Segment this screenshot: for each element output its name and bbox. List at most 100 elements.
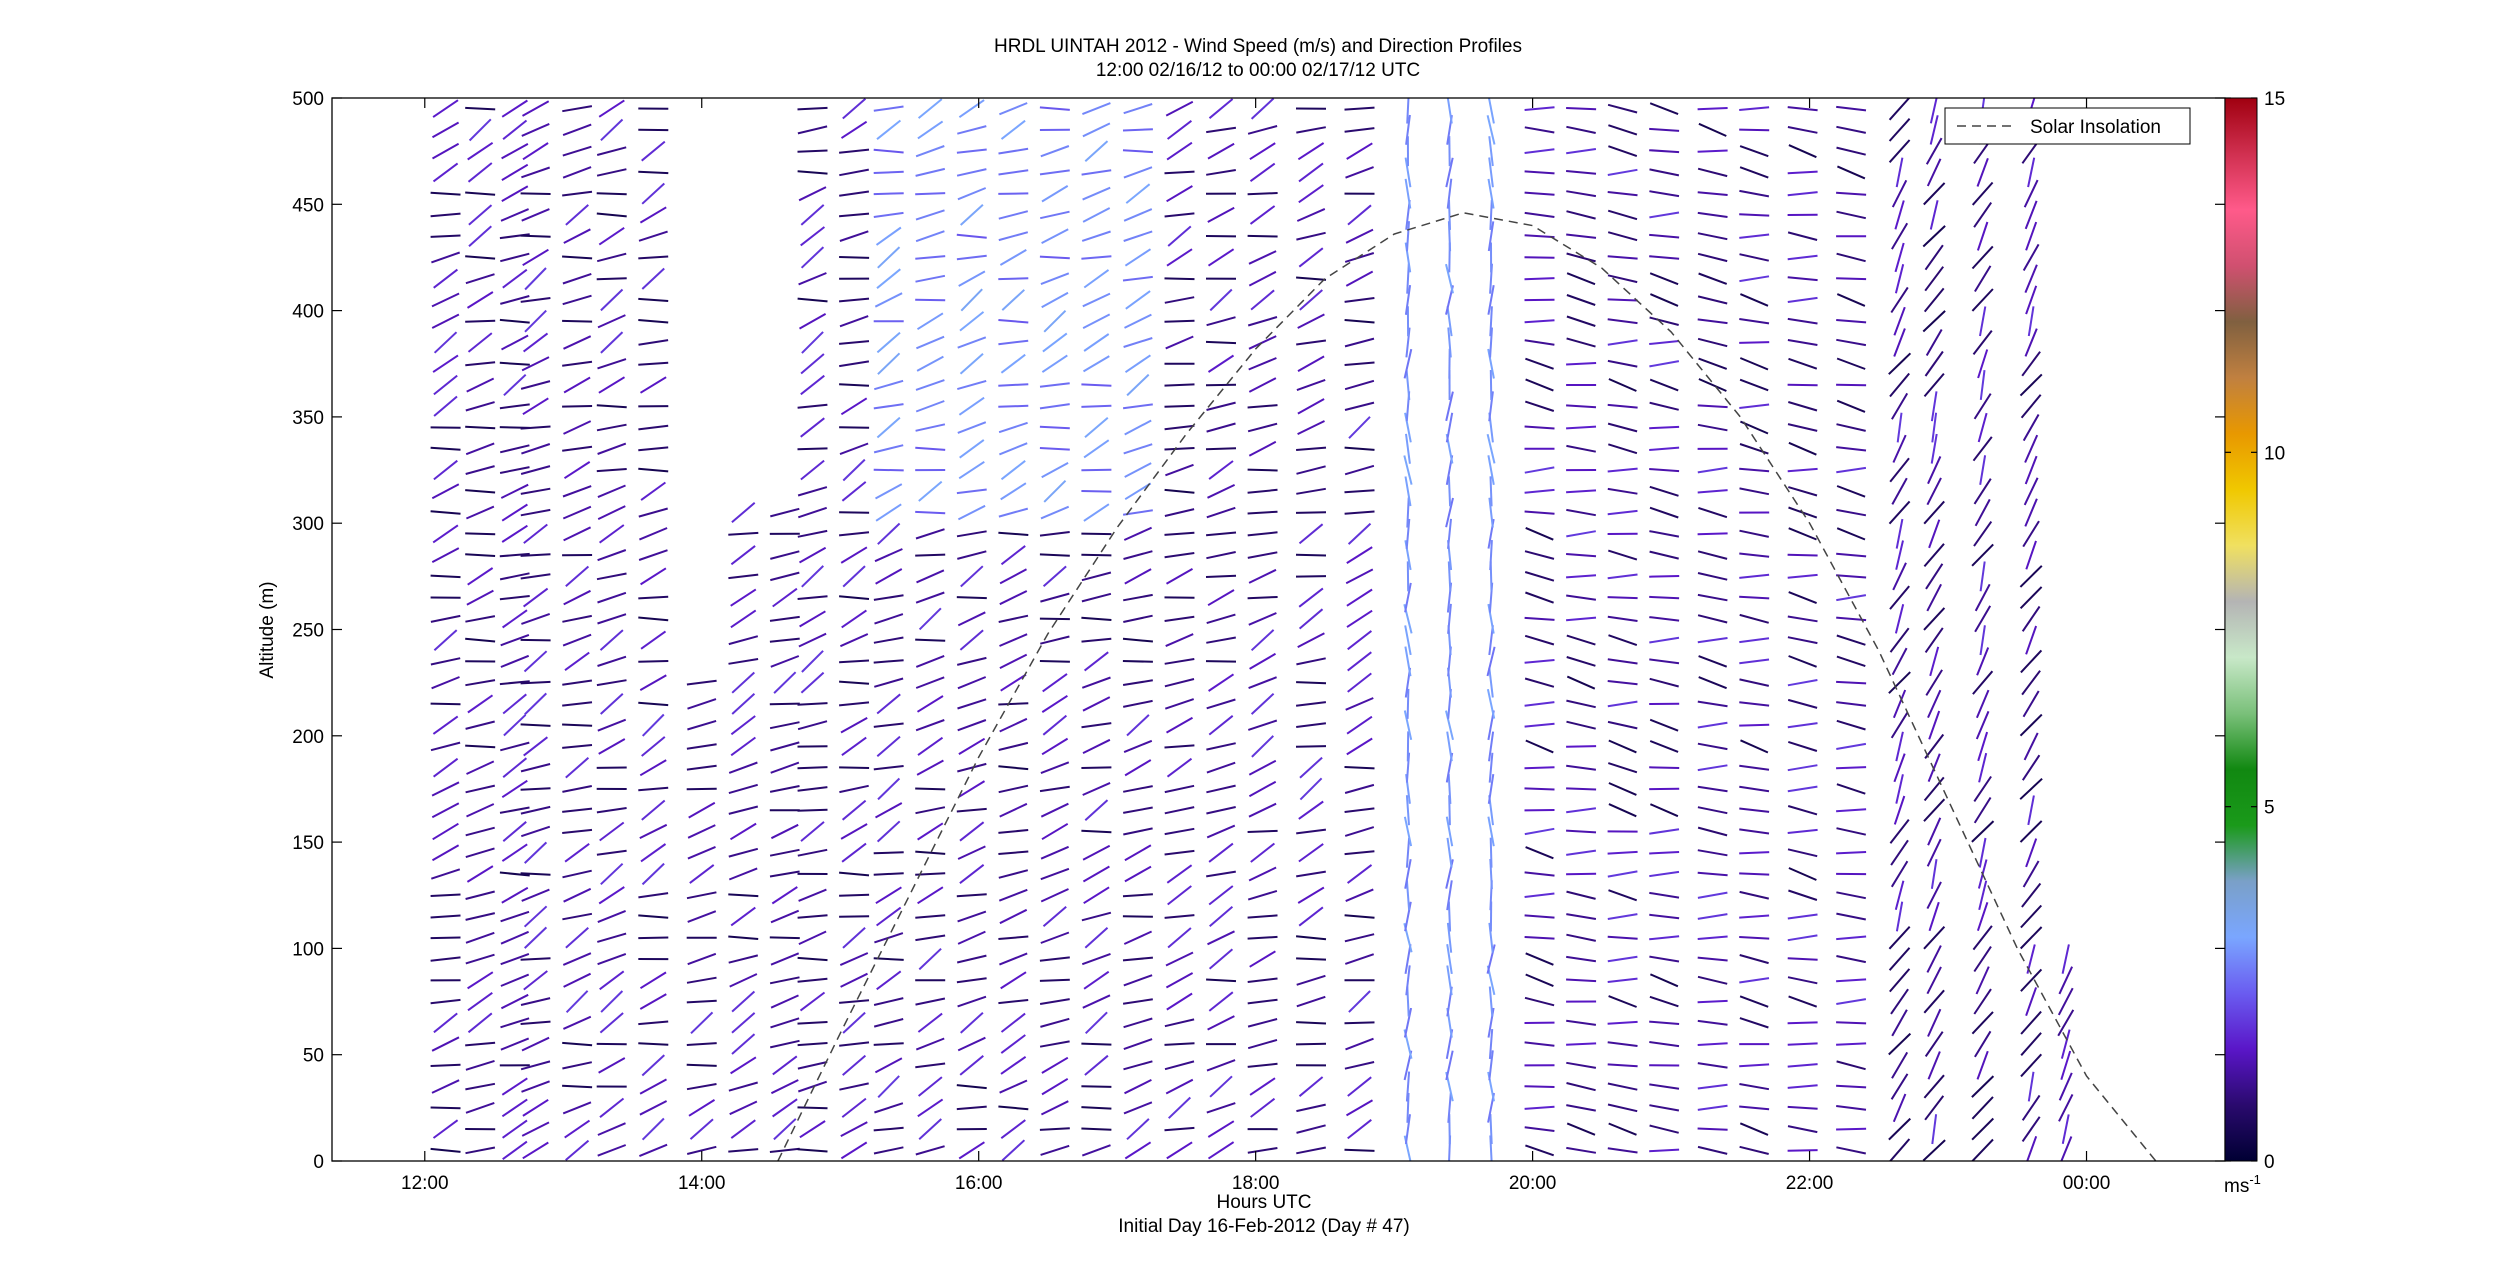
wind-vector bbox=[500, 596, 530, 599]
wind-vector bbox=[841, 974, 868, 987]
wind-vector bbox=[771, 1080, 798, 1093]
wind-vector bbox=[998, 852, 1028, 855]
wind-vector bbox=[1165, 213, 1195, 216]
wind-vector bbox=[598, 550, 626, 560]
wind-vector bbox=[1836, 914, 1865, 920]
wind-vector bbox=[1698, 850, 1728, 855]
wind-vector bbox=[959, 739, 985, 754]
wind-vector bbox=[562, 830, 592, 833]
wind-vector bbox=[1082, 723, 1112, 727]
wind-vector bbox=[1979, 413, 1987, 442]
wind-vector bbox=[598, 359, 627, 368]
wind-vector bbox=[916, 401, 944, 412]
wind-vector bbox=[1345, 363, 1375, 366]
wind-vector bbox=[1209, 992, 1233, 1011]
wind-vector bbox=[1740, 254, 1769, 261]
wind-vector bbox=[639, 232, 668, 241]
wind-vector bbox=[1525, 257, 1555, 258]
wind-vector bbox=[521, 298, 551, 302]
wind-vector bbox=[1525, 1107, 1555, 1109]
wind-vector bbox=[1296, 1105, 1325, 1112]
wind-vector bbox=[1836, 107, 1866, 111]
wind-vector bbox=[1084, 270, 1108, 288]
wind-vector bbox=[801, 354, 824, 374]
wind-vector bbox=[1299, 185, 1324, 202]
wind-vector bbox=[839, 384, 869, 386]
wind-vector bbox=[1123, 894, 1153, 896]
wind-vector bbox=[501, 485, 528, 498]
wind-vector bbox=[842, 610, 867, 627]
wind-vector bbox=[1526, 847, 1554, 858]
wind-vector bbox=[1081, 1107, 1111, 1109]
wind-vector bbox=[1124, 551, 1153, 559]
wind-vector bbox=[1739, 191, 1769, 197]
wind-vector bbox=[1127, 375, 1149, 396]
wind-vector bbox=[798, 596, 828, 599]
wind-vector bbox=[1836, 999, 1866, 1004]
wind-vector bbox=[1248, 979, 1278, 983]
wind-vector bbox=[1739, 787, 1769, 792]
wind-vector bbox=[1041, 889, 1068, 902]
wind-vector bbox=[1566, 427, 1596, 429]
wind-vector bbox=[431, 448, 461, 450]
wind-vector bbox=[1836, 1129, 1866, 1130]
wind-vector bbox=[1698, 937, 1728, 940]
wind-vector bbox=[1040, 448, 1070, 450]
wind-vector bbox=[917, 357, 943, 371]
wind-vector bbox=[1608, 763, 1637, 772]
wind-vector bbox=[771, 995, 798, 1007]
wind-vector bbox=[1698, 405, 1728, 407]
wind-vector bbox=[2023, 1095, 2040, 1120]
wind-vector bbox=[1837, 1061, 1866, 1069]
wind-vector bbox=[1525, 127, 1555, 132]
wind-vector bbox=[1981, 562, 1985, 592]
wind-vector bbox=[465, 1084, 495, 1090]
wind-vector bbox=[562, 702, 592, 705]
wind-vector bbox=[770, 617, 800, 621]
wind-vector bbox=[1206, 576, 1236, 577]
wind-vector bbox=[1123, 616, 1152, 622]
wind-vector bbox=[1788, 1085, 1818, 1088]
wind-vector bbox=[433, 845, 459, 860]
wind-vector bbox=[999, 103, 1027, 114]
wind-vector bbox=[843, 460, 865, 481]
wind-vector bbox=[1123, 129, 1153, 130]
wind-vector bbox=[1083, 867, 1109, 882]
wind-vector bbox=[1566, 1043, 1596, 1044]
wind-vector bbox=[1345, 1022, 1375, 1023]
wind-vector bbox=[1567, 211, 1596, 218]
wind-vector bbox=[1165, 679, 1194, 686]
wind-vector bbox=[1739, 937, 1769, 939]
wind-vector bbox=[919, 949, 941, 970]
wind-vector bbox=[1649, 597, 1679, 598]
wind-vector bbox=[960, 630, 983, 650]
wind-vector bbox=[1248, 1148, 1278, 1153]
wind-vector bbox=[1649, 957, 1679, 962]
wind-vector bbox=[800, 611, 826, 626]
wind-vector bbox=[1788, 723, 1818, 727]
wind-vector bbox=[957, 956, 986, 963]
wind-vector bbox=[957, 894, 987, 896]
wind-vector bbox=[525, 693, 547, 714]
wind-vector bbox=[1081, 491, 1111, 492]
wind-vector bbox=[1491, 370, 1492, 400]
wind-vector bbox=[643, 1119, 664, 1140]
wind-vector bbox=[1836, 320, 1866, 322]
wind-vector bbox=[839, 682, 869, 684]
wind-vector bbox=[1206, 128, 1236, 132]
wind-vector bbox=[1040, 661, 1070, 662]
wind-vector bbox=[1739, 809, 1769, 812]
wind-vector bbox=[1836, 278, 1866, 279]
wind-vector bbox=[562, 616, 591, 622]
wind-vector bbox=[465, 321, 495, 322]
wind-vector bbox=[1206, 807, 1235, 814]
wind-vector bbox=[465, 639, 495, 642]
wind-vector bbox=[1002, 546, 1026, 564]
wind-vector bbox=[503, 822, 526, 841]
wind-vector bbox=[564, 889, 591, 902]
wind-vector bbox=[961, 354, 984, 374]
wind-vector bbox=[915, 789, 945, 790]
wind-vector bbox=[1972, 289, 1993, 311]
wind-vector bbox=[1208, 208, 1234, 222]
